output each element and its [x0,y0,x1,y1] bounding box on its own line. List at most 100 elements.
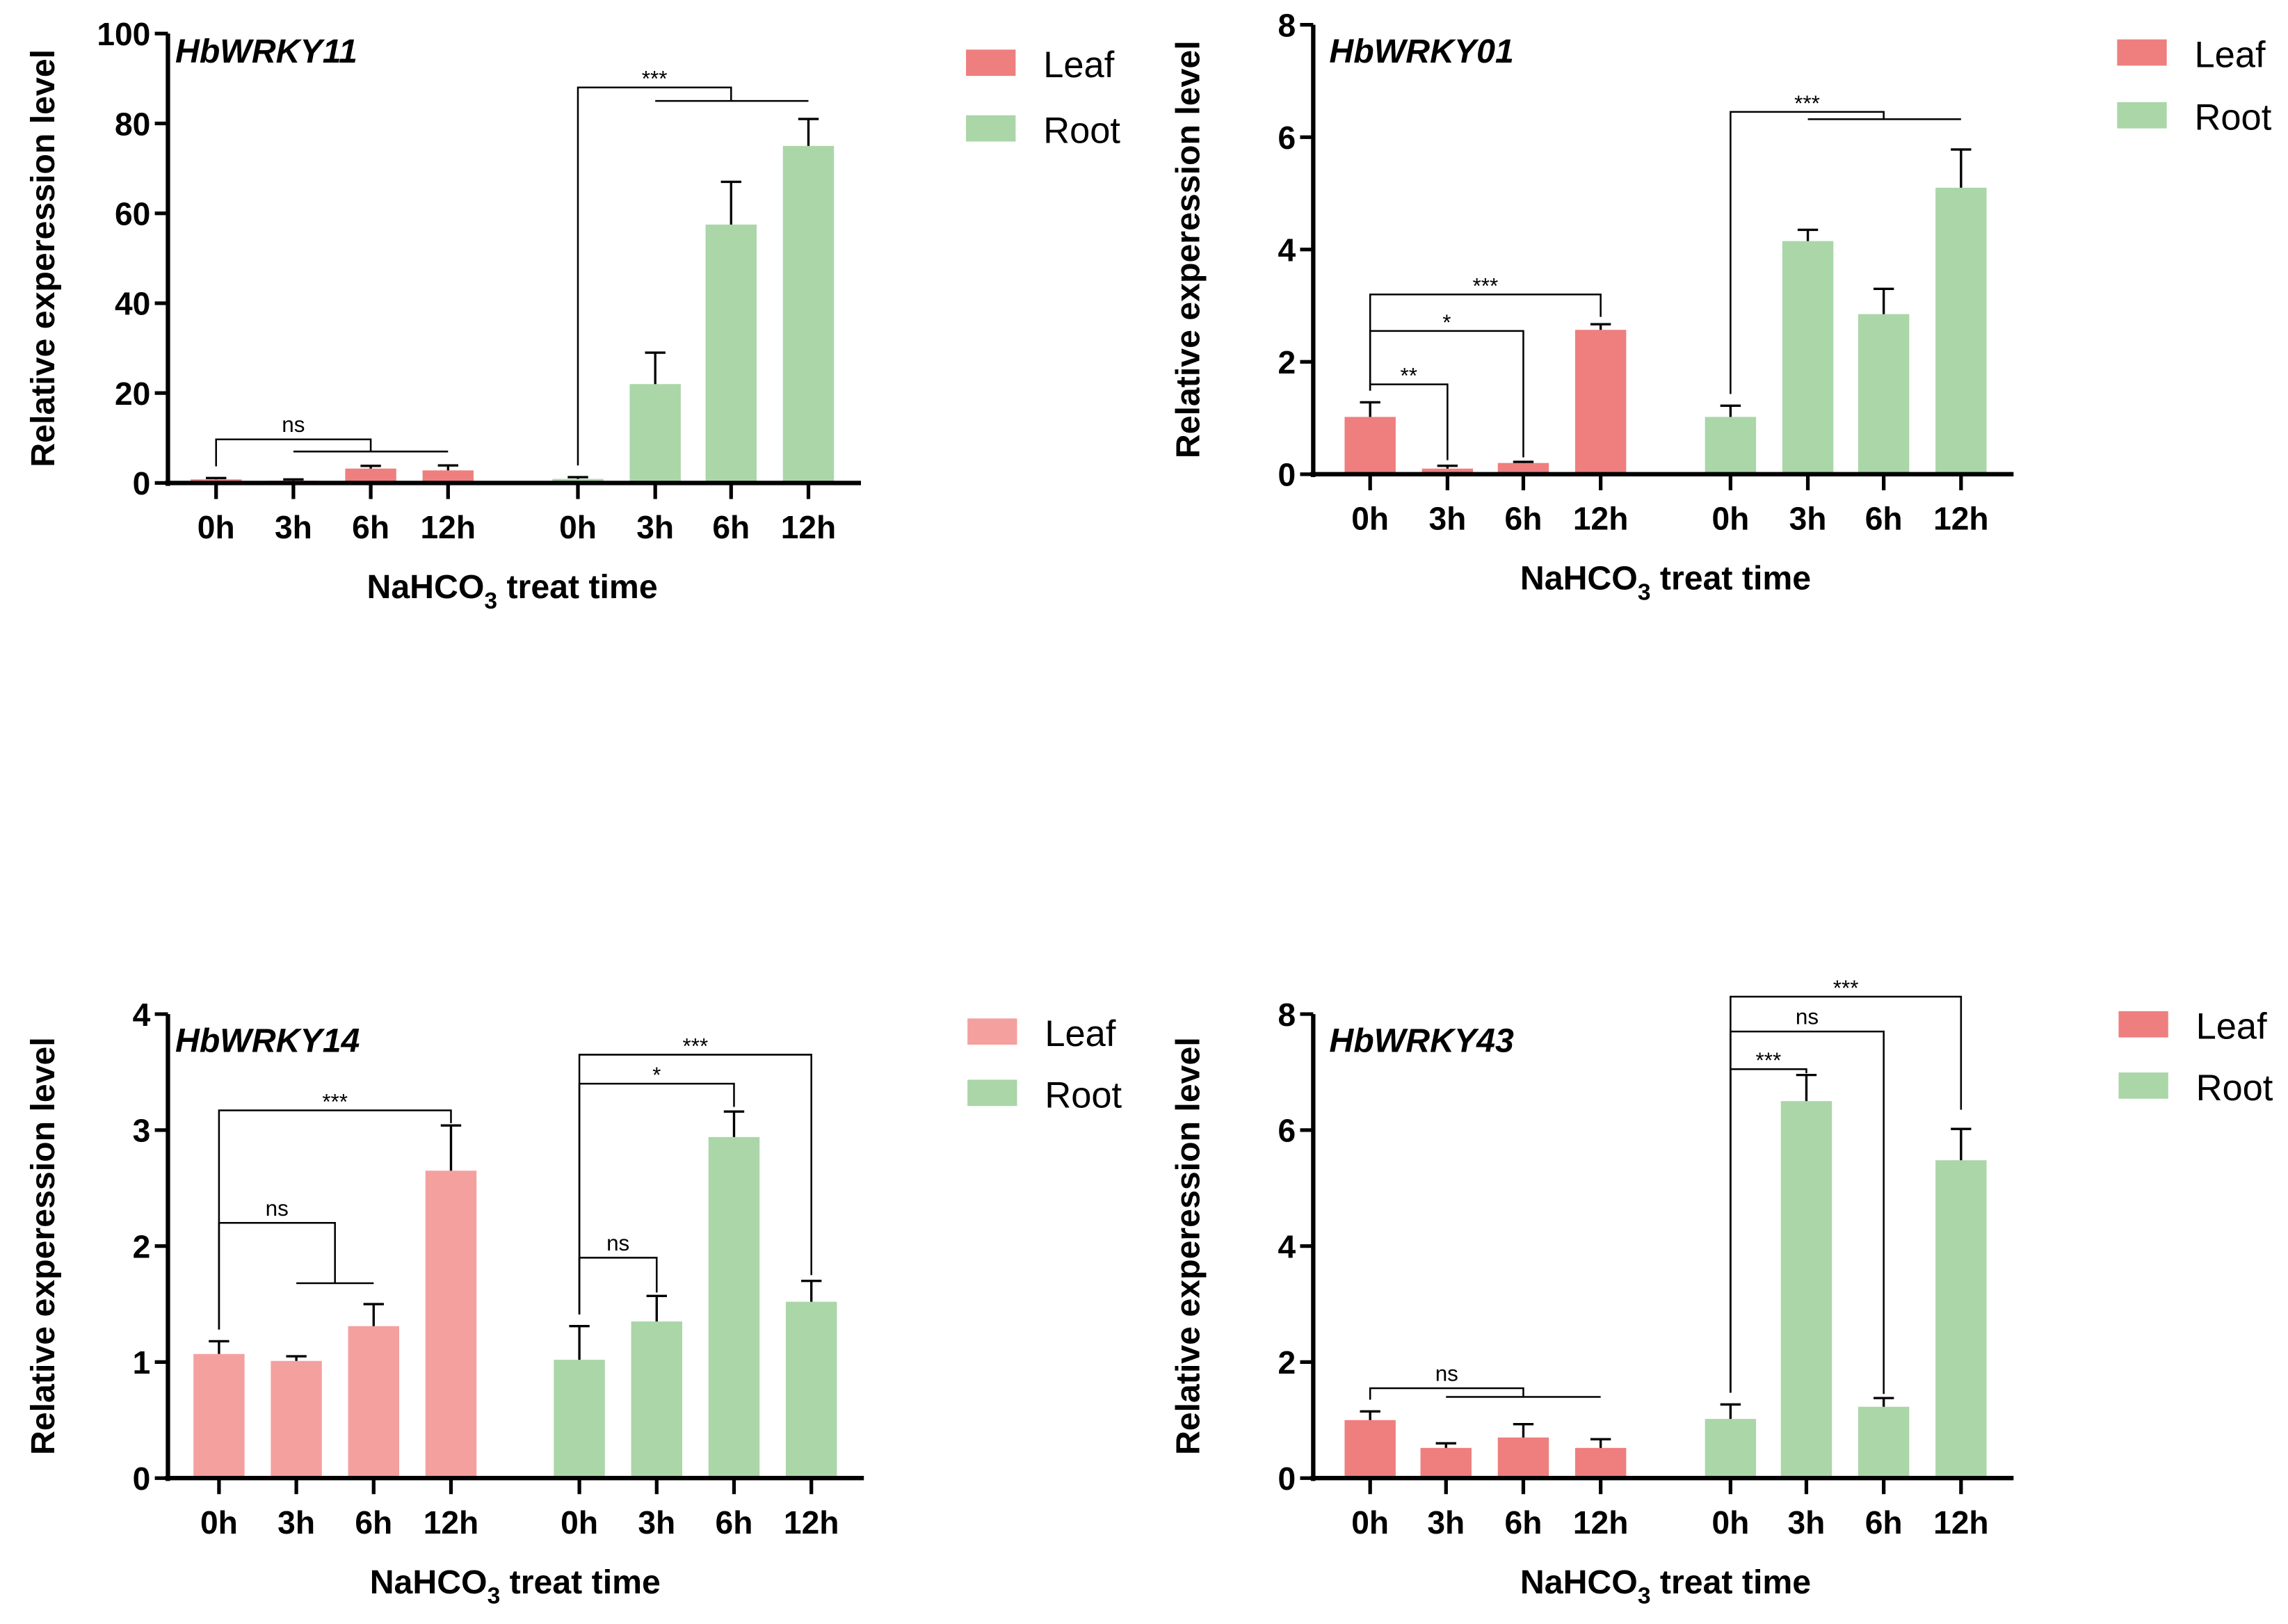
x-tick-label: 3h [277,1504,315,1541]
y-tick-label: 8 [1278,7,1296,43]
x-tick-label: 6h [352,509,389,545]
x-tick-label: 6h [1865,501,1903,537]
y-tick-label: 8 [1278,997,1296,1033]
x-tick-label: 12h [1573,1504,1629,1541]
bar-root-12h [785,1301,837,1479]
x-axis-label-subscript: 3 [484,588,497,614]
bar-leaf-0h [1344,417,1396,474]
x-tick-label: 6h [1865,1504,1903,1541]
y-axis-label: Relative experession level [1170,1037,1207,1455]
y-axis-label: Relative experession level [1170,40,1207,458]
significance-label: ns [1435,1361,1458,1385]
x-tick-label: 3h [1427,1504,1465,1541]
x-tick-label: 3h [638,1504,675,1541]
x-tick-label: 6h [1505,501,1542,537]
x-tick-label: 0h [1711,501,1749,537]
bar-root-12h [1935,187,1987,474]
chart-panel-HbWRKY43: 0 2 4 6 8 0h 3h 6h 12h 0h 3h 6h 12h NaHCO3 treat time… [1170,976,2273,1609]
x-axis-label-rest: treat time [1650,1563,1811,1601]
x-tick-label: 12h [1933,501,1989,537]
x-tick-label: 3h [1789,501,1827,537]
significance-label: * [1442,310,1451,335]
significance-bracket [218,1109,452,1330]
x-tick-label: 6h [1505,1504,1542,1541]
significance-bracket [215,438,449,467]
bar-leaf-12h [425,1171,477,1479]
bar-root-12h [1935,1160,1987,1479]
significance-bracket [578,1257,658,1315]
legend-swatch-root [2118,1072,2168,1099]
y-tick-label: 0 [1278,1461,1296,1497]
y-tick-label: 6 [1278,120,1296,156]
significance-label: *** [1473,273,1499,298]
significance-label: ns [1796,1005,1819,1029]
x-tick-label: 6h [712,509,750,545]
y-tick-label: 1 [133,1344,151,1381]
significance-label: * [652,1063,661,1087]
significance-label: *** [683,1034,709,1058]
bar-leaf-3h [271,1360,322,1479]
chart-title: HbWRKY43 [1329,1022,1514,1060]
significance-label: *** [322,1089,348,1114]
x-tick-label: 12h [781,509,837,545]
bar-root-3h [631,1321,683,1479]
legend-label-leaf: Leaf [2196,1007,2267,1047]
x-tick-label: 12h [784,1504,839,1541]
x-tick-label: 0h [1351,501,1389,537]
x-tick-label: 12h [1573,501,1629,537]
x-axis-label: NaHCO3 treat time [1520,1563,1811,1609]
significance-bracket [1369,294,1602,391]
x-axis-label: NaHCO3 treat time [367,568,658,614]
x-tick-label: 3h [1788,1504,1826,1541]
y-tick-label: 6 [1278,1113,1296,1149]
bar-root-0h [1705,1419,1757,1479]
y-axis-label: Relative experession level [24,1037,62,1455]
bar-leaf-3h [1420,1447,1472,1479]
bar-root-6h [708,1136,760,1479]
x-axis-label-subscript: 3 [1638,1584,1651,1609]
y-tick-label: 3 [133,1113,151,1149]
y-tick-label: 0 [133,1461,151,1497]
bar-root-12h [782,145,835,483]
significance-label: *** [642,67,668,91]
x-axis-label-rest: treat time [500,1563,661,1601]
legend-label-leaf: Leaf [1043,45,1114,86]
y-tick-label: 2 [133,1228,151,1264]
legend-swatch-leaf [2118,1011,2168,1038]
significance-label: ns [282,412,305,437]
y-tick-label: 4 [1278,232,1296,268]
y-tick-label: 2 [1278,1344,1296,1381]
bar-root-6h [1858,314,1910,474]
chart-panel-HbWRKY01: 0 2 4 6 8 0h 3h 6h 12h 0h 3h 6h 12h NaHCO3 treat time… [1170,7,2272,605]
x-axis-label-main: NaHCO [367,568,485,606]
legend-swatch-leaf [967,1018,1017,1045]
legend-swatch-root [967,1079,1017,1107]
x-axis-label-main: NaHCO [370,1563,488,1601]
x-axis-label-subscript: 3 [488,1584,501,1609]
significance-bracket [578,1082,735,1315]
significance-label: ns [266,1196,289,1221]
x-tick-label: 0h [559,509,597,545]
y-tick-label: 20 [115,376,150,412]
y-tick-label: 0 [133,465,151,501]
x-tick-label: 0h [561,1504,598,1541]
bar-leaf-6h [348,1326,400,1479]
legend-label-leaf: Leaf [1045,1014,1115,1054]
y-tick-label: 40 [115,286,150,322]
bar-leaf-6h [345,468,396,483]
legend-swatch-leaf [966,49,1016,77]
x-tick-label: 3h [1428,501,1466,537]
y-tick-label: 80 [115,106,150,142]
legend-label-root: Root [1045,1075,1122,1116]
legend-label-root: Root [2196,1068,2273,1109]
x-tick-label: 12h [424,1504,479,1541]
chart-title: HbWRKY11 [175,33,357,70]
bar-root-3h [1782,241,1834,474]
bar-leaf-0h [1344,1420,1396,1479]
bar-root-6h [1858,1406,1910,1479]
bar-leaf-12h [1574,1447,1627,1479]
x-tick-label: 3h [636,509,674,545]
significance-label: *** [1756,1048,1782,1072]
